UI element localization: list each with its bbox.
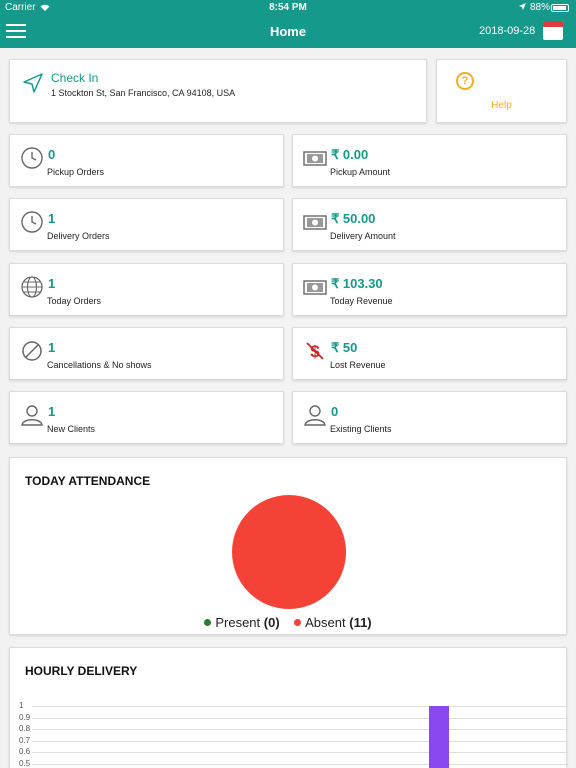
help-card[interactable]: ? Help xyxy=(436,59,567,123)
stat-value: 0 xyxy=(48,147,56,162)
clock-icon xyxy=(20,210,44,234)
help-label: Help xyxy=(491,100,512,111)
user-icon xyxy=(20,403,44,427)
money-icon xyxy=(303,210,327,234)
attendance-card: TODAY ATTENDANCE Present (0) Absent (11) xyxy=(9,457,567,635)
stat-value: 1 xyxy=(48,404,56,419)
stat-value: ₹ 103.30 xyxy=(331,276,383,291)
stat-card-cancellations[interactable]: 1 Cancellations & No shows xyxy=(9,327,284,380)
absent-label: Absent xyxy=(305,615,346,630)
y-tick-label: 0.8 xyxy=(19,724,31,734)
stat-value: ₹ 0.00 xyxy=(331,147,369,162)
no-dollar-icon: $ xyxy=(303,339,327,363)
stat-label: Pickup Orders xyxy=(47,167,105,177)
y-tick-label: 0.6 xyxy=(19,747,31,757)
gridline xyxy=(32,752,568,754)
absent-count: (11) xyxy=(349,615,372,630)
stat-card-existing-clients[interactable]: 0 Existing Clients xyxy=(292,391,567,444)
y-tick-label: 0.9 xyxy=(19,712,31,722)
stat-value: 1 xyxy=(48,340,56,355)
location-arrow-icon xyxy=(518,2,527,14)
hamburger-menu-icon[interactable] xyxy=(6,24,26,38)
navigation-arrow-icon xyxy=(22,72,44,99)
stat-card-delivery-amount[interactable]: ₹ 50.00 Delivery Amount xyxy=(292,198,567,251)
clock-icon xyxy=(20,146,44,170)
stat-label: Today Orders xyxy=(47,296,102,306)
app-header: Carrier 8:54 PM 88% Home 2018-09-28 xyxy=(0,0,576,48)
status-time: 8:54 PM xyxy=(269,2,307,13)
checkin-address: 1 Stockton St, San Francisco, CA 94108, … xyxy=(51,88,236,98)
y-tick-label: 0.5 xyxy=(19,759,31,768)
stat-card-today-orders[interactable]: 1 Today Orders xyxy=(9,263,284,316)
battery-icon xyxy=(551,4,569,12)
gridline xyxy=(32,764,568,765)
hourly-delivery-card: HOURLY DELIVERY 1 0.9 0.8 0.7 0.6 0.5 xyxy=(9,647,568,768)
status-bar: Carrier 8:54 PM 88% xyxy=(0,0,576,16)
wifi-icon xyxy=(39,2,51,15)
present-label: Present xyxy=(215,615,261,630)
attendance-legend: Present (0) Absent (11) xyxy=(10,615,566,630)
help-icon: ? xyxy=(456,72,474,90)
stat-label: Existing Clients xyxy=(330,424,392,434)
stat-card-today-revenue[interactable]: ₹ 103.30 Today Revenue xyxy=(292,263,567,316)
page-title: Home xyxy=(269,24,307,39)
y-tick-label: 1 xyxy=(19,701,24,710)
y-tick-label: 0.7 xyxy=(19,735,31,745)
stat-card-lost-revenue[interactable]: $ ₹ 50 Lost Revenue xyxy=(292,327,567,380)
stat-card-pickup-orders[interactable]: 0 Pickup Orders xyxy=(9,134,284,187)
stat-label: Today Revenue xyxy=(330,296,393,306)
stat-label: Cancellations & No shows xyxy=(47,360,152,370)
stat-value: 0 xyxy=(331,404,339,419)
battery-percent: 88% xyxy=(530,2,551,13)
hourly-delivery-title: HOURLY DELIVERY xyxy=(25,664,138,678)
checkin-card[interactable]: Check In 1 Stockton St, San Francisco, C… xyxy=(9,59,427,123)
present-dot-icon xyxy=(204,619,212,626)
gridline xyxy=(32,729,568,731)
stat-label: Delivery Amount xyxy=(330,231,396,241)
stat-card-pickup-amount[interactable]: ₹ 0.00 Pickup Amount xyxy=(292,134,567,187)
gridline xyxy=(32,717,568,719)
stat-value: ₹ 50 xyxy=(331,340,358,355)
gridline xyxy=(32,706,568,707)
globe-icon xyxy=(20,275,44,299)
stat-label: Pickup Amount xyxy=(330,167,391,177)
stat-label: New Clients xyxy=(47,424,96,434)
ban-icon xyxy=(20,339,44,363)
gridline xyxy=(32,740,568,742)
stat-card-delivery-orders[interactable]: 1 Delivery Orders xyxy=(9,198,284,251)
stat-label: Delivery Orders xyxy=(47,231,110,241)
stat-value: 1 xyxy=(48,211,56,226)
checkin-title: Check In xyxy=(51,71,99,85)
money-icon xyxy=(303,146,327,170)
stat-value: ₹ 50.00 xyxy=(331,211,376,226)
attendance-pie-chart xyxy=(232,495,346,609)
stat-label: Lost Revenue xyxy=(330,360,386,370)
chart-bar xyxy=(429,706,449,768)
user-icon xyxy=(303,403,327,427)
stat-card-new-clients[interactable]: 1 New Clients xyxy=(9,391,284,444)
absent-dot-icon xyxy=(294,619,302,626)
calendar-icon[interactable] xyxy=(543,21,563,40)
header-date[interactable]: 2018-09-28 xyxy=(479,25,536,37)
attendance-title: TODAY ATTENDANCE xyxy=(25,474,151,488)
present-count: (0) xyxy=(263,615,280,630)
money-icon xyxy=(303,275,327,299)
carrier-label: Carrier xyxy=(5,2,36,13)
stat-value: 1 xyxy=(48,276,56,291)
